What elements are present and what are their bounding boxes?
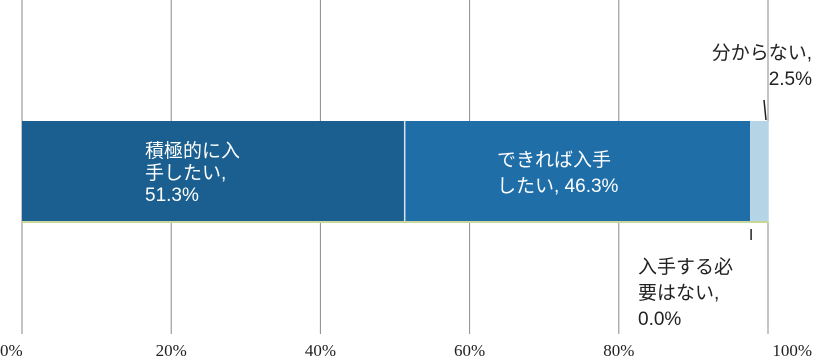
bar-segment — [750, 121, 769, 221]
callout-label: 入手する必要はない, 0.0% — [638, 256, 733, 330]
x-tick-label: 80% — [603, 341, 634, 360]
callout-annotations: 分からない, 2.5% 入手する必要はない, 0.0% — [638, 42, 812, 330]
x-axis: 0% 20% 40% 60% 80% 100% — [0, 341, 812, 360]
x-tick-label: 60% — [454, 341, 485, 360]
segment-label: できれば入手したい, 46.3% — [497, 149, 619, 197]
callout-leader — [763, 99, 767, 121]
bar-segment — [404, 121, 751, 221]
x-tick-label: 100% — [772, 341, 812, 360]
segment-labels: 積極的に入手したい, 51.3% できれば入手したい, 46.3% — [145, 140, 619, 206]
bar-segments — [22, 121, 769, 223]
x-tick-label: 0% — [0, 341, 23, 360]
x-tick-label: 40% — [305, 341, 336, 360]
x-tick-label: 20% — [156, 341, 187, 360]
callout-label: 分からない, 2.5% — [712, 42, 812, 90]
segment-label: 積極的に入手したい, 51.3% — [145, 140, 240, 206]
bar-segment — [22, 121, 405, 221]
